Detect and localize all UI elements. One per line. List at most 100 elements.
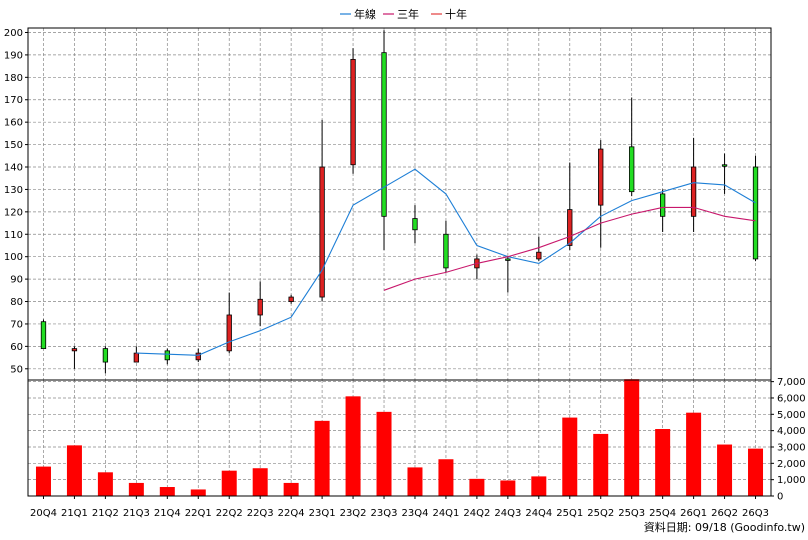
legend-label: 三年	[397, 7, 419, 21]
candle-body	[226, 314, 232, 352]
x-tick-label: 21Q4	[154, 508, 181, 519]
price-tick-label: 160	[4, 118, 23, 129]
price-tick-label: 190	[4, 50, 23, 61]
x-tick-label: 25Q1	[556, 508, 583, 519]
x-tick-label: 24Q2	[463, 508, 490, 519]
x-tick-label: 24Q3	[494, 508, 521, 519]
volume-bar	[531, 476, 547, 496]
x-tick-label: 21Q3	[123, 508, 150, 519]
x-tick-label: 23Q2	[340, 508, 367, 519]
volume-bar	[221, 470, 237, 496]
volume-bar	[252, 468, 268, 496]
candle-body	[71, 348, 78, 352]
volume-bar	[97, 472, 113, 496]
moving-average-lines	[136, 168, 756, 356]
volume-bars	[35, 379, 764, 496]
candle-body	[350, 58, 356, 166]
price-axis: 50 60 70 80 90 100 110 120 130 140 150 160 170 180 190…	[4, 28, 28, 375]
legend-label: 年線	[354, 7, 376, 21]
price-tick-label: 200	[4, 28, 23, 39]
x-tick-label: 21Q2	[92, 508, 119, 519]
candle-body	[102, 348, 109, 363]
legend: 年線 三年 十年	[340, 7, 467, 21]
volume-bar	[35, 466, 51, 496]
volume-bar	[314, 420, 330, 496]
candle-body	[40, 321, 47, 350]
volume-bar	[686, 412, 702, 496]
candle-body	[443, 233, 449, 269]
candle-body	[319, 166, 325, 298]
price-tick-label: 110	[4, 230, 23, 241]
ma-line-yearly	[136, 168, 756, 356]
plot-frame	[27, 27, 772, 497]
price-tick-label: 80	[10, 297, 23, 308]
x-tick-label: 22Q3	[247, 508, 274, 519]
candle-body	[659, 193, 666, 217]
volume-bar	[562, 417, 578, 496]
volume-bar	[438, 459, 454, 496]
volume-bar	[717, 444, 733, 496]
volume-bar	[469, 478, 485, 496]
volume-bar	[407, 467, 423, 496]
x-tick-label: 24Q4	[525, 508, 552, 519]
price-tick-label: 140	[4, 163, 23, 174]
volume-axis: 0 1,000 2,000 3,000 4,000 5,000 6,000 7,000	[771, 377, 806, 503]
price-tick-label: 60	[10, 342, 23, 353]
volume-bar	[748, 448, 764, 496]
volume-tick-label: 6,000	[777, 393, 806, 404]
data-date-footer: 資料日期: 09/18 (Goodinfo.tw)	[644, 520, 805, 534]
x-tick-label: 25Q4	[649, 508, 676, 519]
volume-tick-label: 4,000	[777, 426, 806, 437]
candle-body	[412, 218, 418, 231]
price-tick-label: 120	[4, 207, 23, 218]
candle-body	[164, 350, 170, 361]
x-tick-label: 25Q2	[587, 508, 614, 519]
volume-tick-label: 2,000	[777, 459, 806, 470]
candle-body	[567, 209, 573, 246]
candle-body	[257, 298, 263, 316]
x-tick-label: 22Q4	[278, 508, 305, 519]
legend-label: 十年	[445, 7, 467, 21]
volume-tick-label: 0	[777, 492, 783, 503]
price-tick-label: 100	[4, 252, 23, 263]
x-tick-label: 23Q1	[309, 508, 336, 519]
x-tick-label: 26Q3	[742, 508, 769, 519]
candle-body	[505, 258, 511, 261]
price-tick-label: 70	[10, 319, 23, 330]
volume-bar	[159, 487, 175, 496]
volume-tick-label: 5,000	[777, 410, 806, 421]
volume-bar	[624, 379, 640, 496]
price-tick-label: 130	[4, 185, 23, 196]
candle-body	[629, 146, 635, 193]
volume-bar	[190, 489, 206, 496]
x-axis: 20Q4 21Q1 21Q2 21Q3 21Q4 22Q1 22Q2 22Q3 22Q4 23Q1…	[30, 496, 769, 519]
candle-body	[381, 52, 387, 217]
x-tick-label: 22Q1	[185, 508, 212, 519]
volume-bar	[655, 429, 671, 496]
volume-bar	[593, 433, 609, 496]
volume-bar	[283, 482, 299, 496]
candle-body	[536, 251, 542, 260]
candle-body	[752, 166, 759, 260]
x-tick-label: 26Q2	[711, 508, 738, 519]
volume-bar	[500, 480, 516, 496]
price-tick-label: 170	[4, 95, 23, 106]
candle-body	[598, 148, 604, 206]
x-tick-label: 26Q1	[680, 508, 707, 519]
volume-tick-label: 3,000	[777, 442, 806, 453]
x-tick-label: 23Q3	[371, 508, 398, 519]
x-tick-label: 25Q3	[618, 508, 645, 519]
volume-bar	[345, 396, 361, 496]
ma-line-three-year	[383, 206, 756, 291]
volume-bar	[376, 411, 392, 496]
candlesticks	[40, 30, 759, 374]
candle-body	[690, 166, 697, 217]
x-tick-label: 23Q4	[401, 508, 428, 519]
price-tick-label: 90	[10, 275, 23, 286]
candle-body	[195, 352, 201, 361]
volume-tick-label: 1,000	[777, 475, 806, 486]
volume-bar	[128, 482, 144, 496]
